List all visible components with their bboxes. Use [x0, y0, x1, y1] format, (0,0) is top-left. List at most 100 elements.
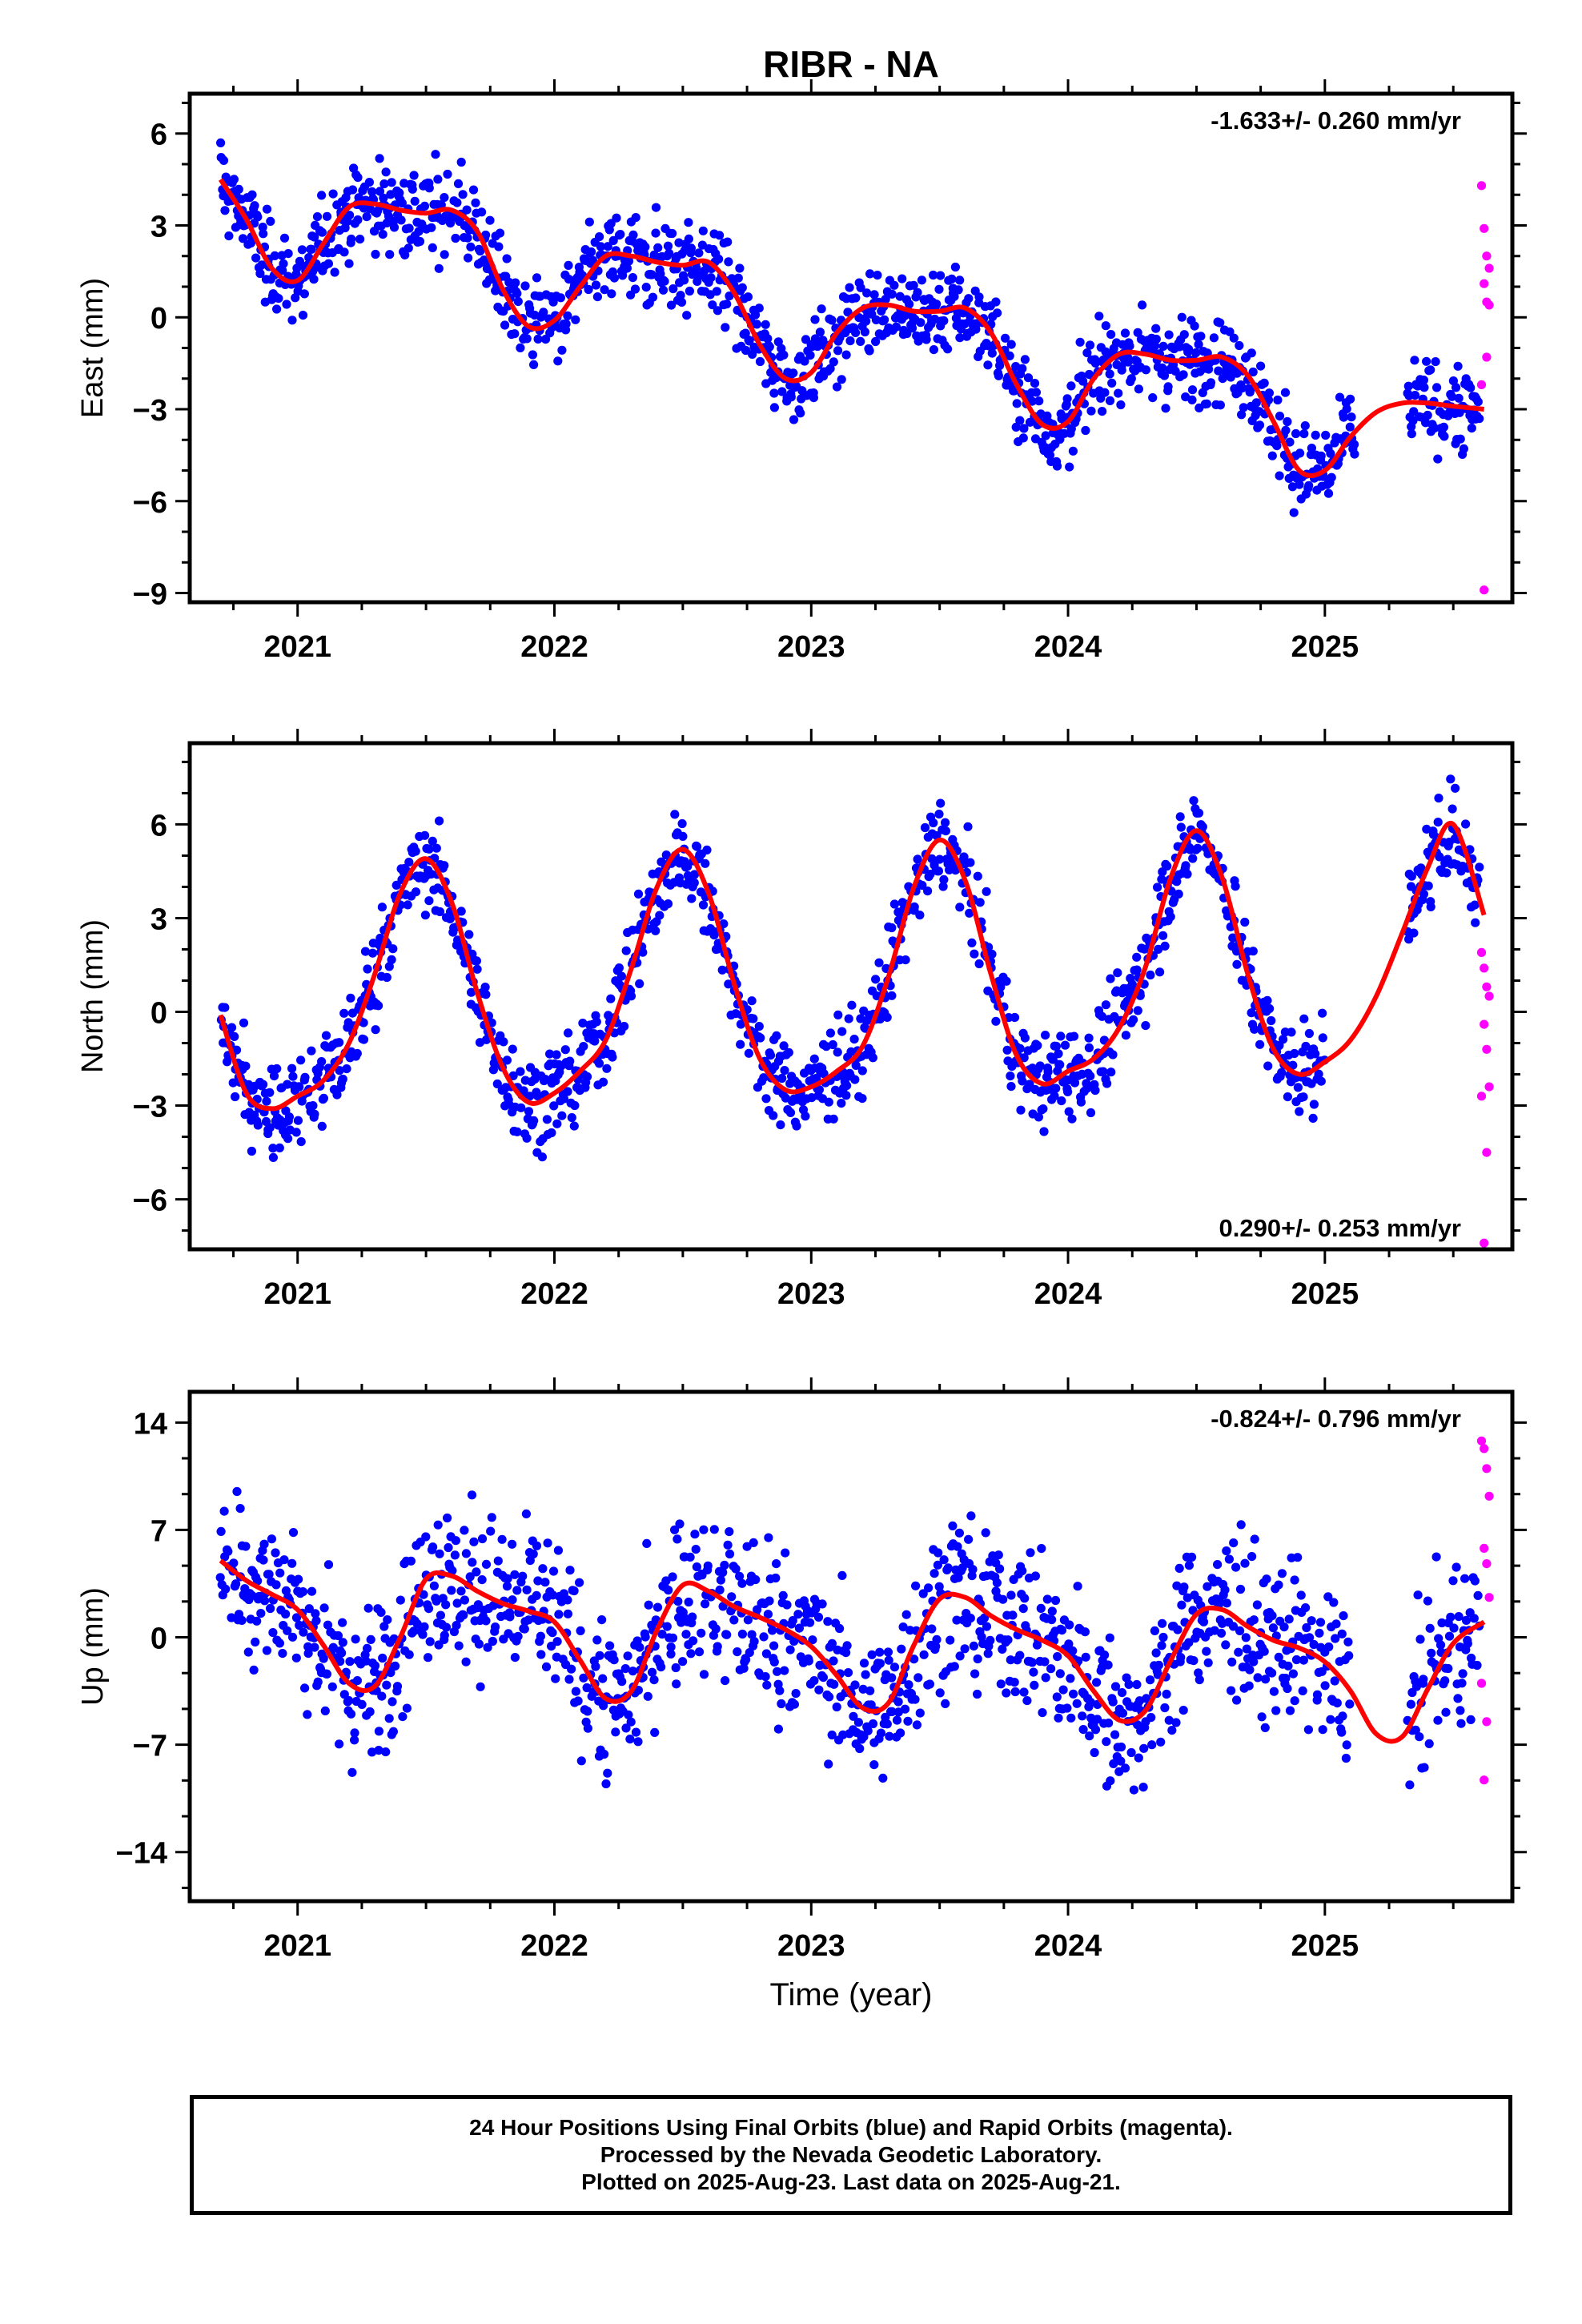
final-orbit-point: [1432, 383, 1442, 392]
final-orbit-point: [845, 283, 854, 292]
final-orbit-point: [628, 230, 638, 239]
final-orbit-point: [1203, 1658, 1213, 1667]
final-orbit-point: [1176, 822, 1186, 832]
final-orbit-point: [1172, 877, 1182, 887]
final-orbit-point: [1457, 1679, 1467, 1688]
final-orbit-point: [624, 256, 634, 266]
final-orbit-point: [765, 1051, 776, 1060]
final-orbit-point: [729, 1615, 739, 1625]
final-orbit-point: [1470, 900, 1480, 910]
final-orbit-point: [606, 219, 616, 228]
final-orbit-point: [452, 1621, 461, 1630]
final-orbit-point: [291, 1653, 301, 1663]
rapid-orbit-point: [1480, 279, 1489, 288]
final-orbit-point: [424, 844, 434, 854]
final-orbit-point: [1068, 446, 1078, 456]
final-orbit-point: [1105, 396, 1115, 405]
y-axis-label-north: North (mm): [76, 919, 110, 1073]
final-orbit-point: [456, 907, 466, 916]
final-orbit-point: [725, 1549, 735, 1559]
final-orbit-point: [327, 1682, 337, 1691]
final-orbit-points-up: [215, 1486, 1484, 1795]
final-orbit-point: [516, 343, 525, 352]
final-orbit-point: [663, 241, 673, 251]
final-orbit-point: [1106, 974, 1115, 983]
final-orbit-point: [1026, 1548, 1035, 1558]
final-orbit-point: [717, 965, 727, 975]
final-orbit-point: [488, 1636, 498, 1647]
final-orbit-point: [270, 251, 279, 260]
final-orbit-point: [253, 1120, 263, 1130]
final-orbit-point: [680, 275, 689, 285]
final-orbit-points-north: [216, 774, 1484, 1162]
final-orbit-point: [1302, 1622, 1311, 1633]
final-orbit-point: [865, 269, 875, 279]
final-orbit-point: [239, 1018, 249, 1027]
final-orbit-point: [382, 1680, 391, 1690]
final-orbit-point: [801, 1112, 810, 1121]
final-orbit-point: [357, 1699, 367, 1709]
final-orbit-point: [982, 1622, 992, 1631]
final-orbit-point: [605, 1641, 615, 1651]
final-orbit-point: [1235, 340, 1244, 351]
final-orbit-point: [389, 223, 400, 232]
final-orbit-point: [626, 1717, 636, 1727]
final-orbit-point: [856, 283, 865, 292]
final-orbit-point: [234, 184, 243, 194]
y-tick-label: 6: [151, 809, 167, 842]
final-orbit-point: [332, 1090, 342, 1100]
final-orbit-point: [861, 316, 871, 326]
final-orbit-point: [741, 1655, 751, 1664]
plot-frame-up: [187, 1389, 1515, 1904]
final-orbit-point: [1031, 388, 1041, 397]
final-orbit-point: [411, 846, 420, 856]
panel-up: 2021 2022 2023 2024 2025 14 7 0 −7 −14 Up (mm) -0.8…: [76, 1377, 1527, 2012]
final-orbit-point: [1453, 361, 1463, 371]
final-orbit-point: [503, 1574, 512, 1583]
x-tick-label: 2024: [1034, 1277, 1102, 1311]
final-orbit-point: [1020, 1033, 1030, 1043]
final-orbit-point: [847, 1000, 857, 1010]
final-orbit-point: [215, 1573, 225, 1582]
final-orbit-point: [1085, 1731, 1094, 1741]
final-orbit-point: [1446, 774, 1456, 784]
final-orbit-point: [960, 1644, 970, 1654]
final-orbit-point: [1177, 1600, 1186, 1610]
final-orbit-point: [458, 190, 468, 199]
final-orbit-point: [948, 1521, 958, 1530]
final-orbit-point: [1338, 1711, 1347, 1721]
final-orbit-point: [559, 1094, 569, 1104]
final-orbit-point: [510, 1570, 520, 1579]
final-orbit-point: [827, 316, 837, 325]
final-orbit-point: [991, 1016, 1001, 1026]
final-orbit-point: [564, 275, 574, 284]
final-orbit-point: [709, 1525, 719, 1534]
final-orbit-point: [375, 187, 385, 196]
final-orbit-point: [310, 232, 319, 242]
final-orbit-point: [271, 1580, 281, 1590]
final-orbit-point: [841, 350, 851, 360]
final-orbit-point: [620, 1022, 629, 1031]
final-orbit-point: [930, 1569, 939, 1578]
final-orbit-point: [849, 1711, 858, 1721]
final-orbit-point: [804, 1656, 813, 1666]
final-orbit-point: [754, 1022, 764, 1031]
final-orbit-point: [443, 1513, 452, 1523]
final-orbit-point: [1023, 373, 1034, 383]
rapid-orbit-point: [1482, 1464, 1492, 1474]
final-orbit-point: [833, 346, 843, 356]
rapid-orbit-points-up: [1476, 1436, 1494, 1785]
final-orbit-point: [630, 284, 640, 294]
final-orbit-point: [552, 1050, 561, 1059]
final-orbit-point: [487, 1513, 496, 1522]
final-orbit-point: [253, 212, 263, 222]
final-orbit-point: [370, 1661, 380, 1671]
final-orbit-point: [1337, 1727, 1347, 1737]
final-orbit-point: [1156, 1737, 1166, 1747]
final-orbit-point: [505, 1612, 515, 1622]
final-orbit-point: [1425, 1623, 1435, 1633]
final-orbit-point: [1187, 1552, 1197, 1562]
final-orbit-point: [723, 1540, 733, 1550]
final-orbit-point: [640, 1632, 650, 1642]
final-orbit-point: [1461, 819, 1471, 829]
